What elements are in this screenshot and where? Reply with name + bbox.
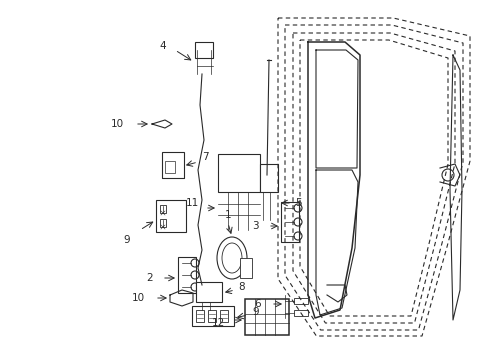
Text: 12: 12 bbox=[211, 318, 224, 328]
Text: 1: 1 bbox=[224, 210, 231, 220]
Bar bbox=[162, 152, 183, 178]
Text: 2: 2 bbox=[146, 273, 153, 283]
Bar bbox=[260, 164, 278, 192]
Bar bbox=[220, 310, 227, 322]
Bar bbox=[196, 310, 203, 322]
Text: 9: 9 bbox=[252, 307, 259, 317]
Bar bbox=[218, 154, 260, 192]
Bar bbox=[207, 310, 216, 322]
Text: 10: 10 bbox=[131, 293, 144, 303]
Text: 9: 9 bbox=[123, 235, 130, 245]
Ellipse shape bbox=[217, 237, 246, 279]
Bar bbox=[156, 200, 185, 232]
Bar bbox=[293, 310, 307, 316]
Bar bbox=[240, 258, 251, 278]
Text: 3: 3 bbox=[251, 221, 258, 231]
Bar bbox=[244, 299, 288, 335]
Bar bbox=[164, 161, 175, 173]
Text: 4: 4 bbox=[160, 41, 166, 51]
Bar bbox=[178, 257, 196, 293]
Bar bbox=[293, 298, 307, 304]
Bar bbox=[160, 205, 165, 213]
Text: 10: 10 bbox=[110, 119, 123, 129]
Bar bbox=[160, 219, 165, 227]
Bar bbox=[195, 42, 213, 58]
Text: 5: 5 bbox=[295, 198, 302, 208]
Bar bbox=[281, 202, 298, 242]
Bar bbox=[192, 306, 234, 326]
Text: 7: 7 bbox=[201, 152, 208, 162]
Text: 11: 11 bbox=[185, 198, 198, 208]
Bar bbox=[196, 282, 222, 302]
Text: 8: 8 bbox=[238, 282, 245, 292]
Text: 6: 6 bbox=[254, 299, 261, 309]
